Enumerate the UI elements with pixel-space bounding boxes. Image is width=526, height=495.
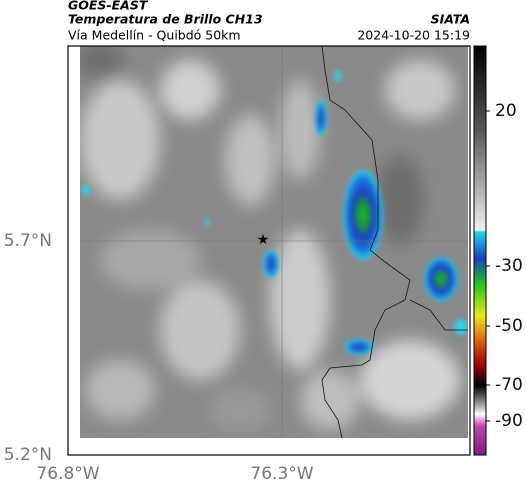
satellite-image [80,46,468,438]
header: GOES-EAST Temperatura de Brillo CH13 Vía… [68,0,470,43]
source: GOES-EAST [68,0,149,13]
product: Temperatura de Brillo CH13 [68,12,263,27]
datetime: 2024-10-20 15:19 [357,28,470,43]
agency: SIATA [431,12,470,27]
lon-label: 76.8°W [36,464,99,484]
tick-labels: 5.7°N 5.2°N76.8°W 76.3°W 20 -30 -50 -70 -90 [4,101,523,484]
location-star: ★ [257,232,270,248]
colorbar-label: -70 [495,375,523,395]
lon-label: 76.3°W [250,464,313,484]
lat-label: 5.2°N [4,445,52,465]
coastline [321,46,411,438]
map-frame [67,45,471,456]
colorbar-label: -90 [495,411,523,431]
lat-label: 5.7°N [4,231,52,251]
route: Vía Medellín - Quibdó 50km [68,28,241,43]
colorbar-label: 20 [495,101,517,121]
colorbar-label: -50 [495,316,523,336]
colorbar [473,45,487,456]
border [409,299,468,331]
colorbar-label: -30 [495,256,523,276]
